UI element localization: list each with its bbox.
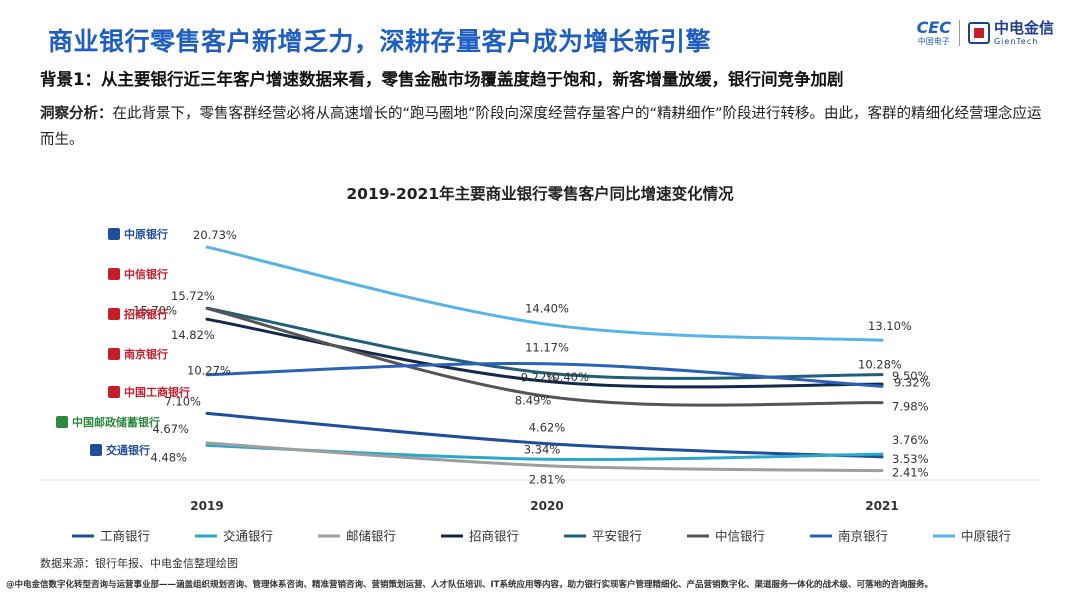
bank-logo-text: 交通银行: [106, 444, 150, 457]
legend-label: 交通银行: [223, 529, 273, 544]
data-label: 4.62%: [529, 421, 566, 435]
bank-logo: 中原银行: [108, 226, 168, 242]
bank-logo-text: 中国邮政储蓄银行: [72, 416, 160, 429]
cec-logo-subtext: 中国电子: [917, 37, 950, 46]
data-label: 7.10%: [164, 394, 201, 408]
bank-logo: 中信银行: [108, 266, 168, 282]
legend-label: 工商银行: [100, 529, 150, 544]
bank-logo-icon: [90, 444, 102, 456]
bank-logo-icon: [56, 416, 68, 428]
bank-logo-icon: [108, 308, 120, 320]
bank-logo-text: 招商银行: [124, 308, 168, 321]
data-label: 3.76%: [892, 433, 929, 447]
bank-logo-icon: [108, 386, 120, 398]
bank-logo: 中国邮政储蓄银行: [56, 414, 160, 430]
page-title: 商业银行零售客户新增乏力，深耕存量客户成为增长新引擎: [48, 27, 712, 56]
gientech-logo-subtext: GienTech: [993, 36, 1039, 46]
series-line: [205, 317, 884, 389]
data-label: 14.40%: [525, 301, 569, 315]
bank-logo: 中国工商银行: [108, 384, 190, 400]
data-label: 2.41%: [892, 466, 929, 480]
x-tick-label: 2020: [530, 499, 563, 513]
bank-logo-icon: [108, 228, 120, 240]
data-label: 13.10%: [868, 319, 912, 333]
footer-note: @中电金信数字化转型咨询与运营事业部——涵盖组织规划咨询、管理体系咨询、精准营销…: [6, 580, 933, 590]
brand-logos: CEC 中国电子 中电金信 GienTech: [917, 20, 1054, 46]
cec-logo: CEC 中国电子: [917, 20, 951, 46]
data-label: 9.32%: [894, 375, 931, 389]
data-label: 3.34%: [524, 442, 561, 456]
x-tick-label: 2019: [190, 499, 223, 513]
brand-divider: [958, 20, 960, 46]
series-line: [205, 306, 884, 407]
legend-label: 中信银行: [715, 529, 765, 544]
bank-logo-text: 中信银行: [124, 268, 168, 281]
data-source: 数据来源：银行年报、中电金信整理绘图: [40, 557, 238, 570]
bank-logo-text: 中原银行: [124, 228, 168, 241]
data-label: 7.98%: [892, 400, 929, 414]
insight-text: 在此背景下，零售客群经营必将从高速增长的“跑马圈地”阶段向深度经营存量客户的“精…: [40, 106, 1042, 148]
series-line: [205, 441, 884, 473]
data-label: 15.72%: [171, 289, 215, 303]
insight-paragraph: 洞察分析：在此背景下，零售客群经营必将从高速增长的“跑马圈地”阶段向深度经营存量…: [40, 101, 1045, 153]
gientech-logo: 中电金信 GienTech: [967, 18, 1054, 46]
data-label: 14.82%: [171, 328, 215, 342]
legend-label: 招商银行: [469, 529, 519, 544]
legend-label: 南京银行: [838, 529, 888, 544]
x-tick-label: 2021: [865, 499, 898, 513]
data-label: 3.53%: [892, 452, 929, 466]
series-line: [205, 245, 884, 342]
bank-logo: 南京银行: [108, 346, 168, 362]
chart-title: 2019-2021年主要商业银行零售客户同比增速变化情况: [346, 185, 734, 203]
data-label: 20.73%: [193, 228, 237, 242]
bank-logo-text: 南京银行: [124, 348, 168, 361]
bank-logo-icon: [108, 268, 120, 280]
legend-label: 中原银行: [961, 529, 1011, 544]
data-label: 10.40%: [545, 370, 589, 384]
legend-label: 邮储银行: [346, 529, 396, 544]
data-label: 2.81%: [529, 473, 566, 487]
background-statement: 背景1：从主要银行近三年客户增速数据来看，零售金融市场覆盖度趋于饱和，新客增量放…: [40, 70, 844, 89]
bank-logo-icon: [108, 348, 120, 360]
series-line: [205, 362, 884, 388]
data-label: 15.70%: [133, 303, 177, 317]
data-label: 10.27%: [187, 364, 231, 378]
data-label: 10.28%: [858, 358, 902, 372]
gientech-logo-icon: [967, 22, 990, 44]
bank-logo-text: 中国工商银行: [124, 386, 190, 399]
bank-logo: 交通银行: [90, 442, 150, 458]
data-label: 11.17%: [525, 341, 569, 355]
gientech-logo-text: 中电金信: [993, 18, 1054, 37]
data-label: 9.50%: [892, 369, 929, 383]
data-label: 4.67%: [152, 422, 189, 436]
series-line: [205, 411, 884, 459]
bank-logo: 招商银行: [108, 306, 168, 322]
insight-label: 洞察分析：: [40, 106, 113, 122]
data-label: 8.49%: [515, 393, 552, 407]
legend-label: 平安银行: [592, 529, 642, 544]
cec-logo-text: CEC: [916, 18, 951, 37]
data-label: 4.48%: [150, 450, 187, 464]
series-line: [205, 306, 884, 380]
